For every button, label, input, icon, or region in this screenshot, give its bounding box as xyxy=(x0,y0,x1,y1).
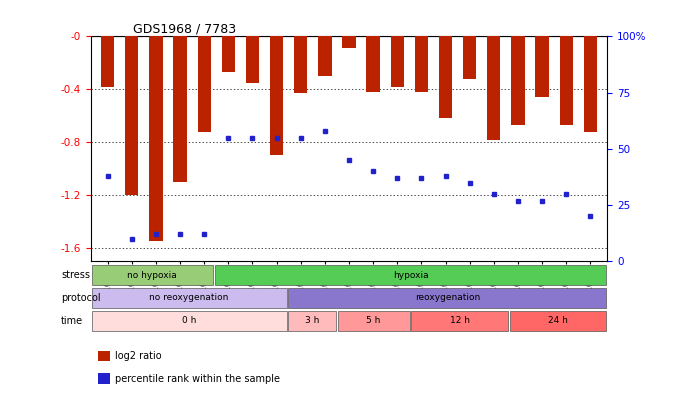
Text: log2 ratio: log2 ratio xyxy=(115,352,162,361)
Text: no hypoxia: no hypoxia xyxy=(127,271,177,280)
FancyBboxPatch shape xyxy=(288,311,336,330)
Bar xyxy=(222,36,235,72)
Bar xyxy=(318,36,332,76)
Text: hypoxia: hypoxia xyxy=(393,271,429,280)
Bar xyxy=(173,36,186,182)
Text: 24 h: 24 h xyxy=(548,316,568,325)
FancyBboxPatch shape xyxy=(91,311,286,330)
Text: 0 h: 0 h xyxy=(182,316,196,325)
Bar xyxy=(439,36,452,118)
Bar xyxy=(463,36,476,79)
FancyBboxPatch shape xyxy=(412,311,508,330)
FancyBboxPatch shape xyxy=(510,311,607,330)
Bar xyxy=(391,36,404,87)
Bar xyxy=(584,36,597,132)
Bar xyxy=(149,36,163,241)
Bar xyxy=(125,36,138,195)
Text: stress: stress xyxy=(61,270,90,280)
Bar xyxy=(512,36,525,125)
FancyBboxPatch shape xyxy=(288,288,607,308)
Bar xyxy=(294,36,307,93)
Text: percentile rank within the sample: percentile rank within the sample xyxy=(115,374,280,384)
Bar xyxy=(535,36,549,97)
Text: protocol: protocol xyxy=(61,293,101,303)
Bar xyxy=(198,36,211,132)
Bar xyxy=(246,36,259,83)
Bar xyxy=(415,36,428,92)
Text: 12 h: 12 h xyxy=(450,316,470,325)
Bar xyxy=(560,36,573,125)
Bar xyxy=(487,36,500,140)
Text: 5 h: 5 h xyxy=(366,316,381,325)
FancyBboxPatch shape xyxy=(338,311,410,330)
Text: no reoxygenation: no reoxygenation xyxy=(149,293,229,303)
Text: reoxygenation: reoxygenation xyxy=(415,293,480,303)
Bar xyxy=(366,36,380,92)
Text: time: time xyxy=(61,315,83,326)
FancyBboxPatch shape xyxy=(91,288,286,308)
FancyBboxPatch shape xyxy=(215,265,607,285)
Bar xyxy=(101,36,114,87)
Bar xyxy=(342,36,356,48)
Text: 3 h: 3 h xyxy=(305,316,319,325)
Text: GDS1968 / 7783: GDS1968 / 7783 xyxy=(133,22,236,35)
Bar xyxy=(270,36,283,156)
FancyBboxPatch shape xyxy=(91,265,213,285)
